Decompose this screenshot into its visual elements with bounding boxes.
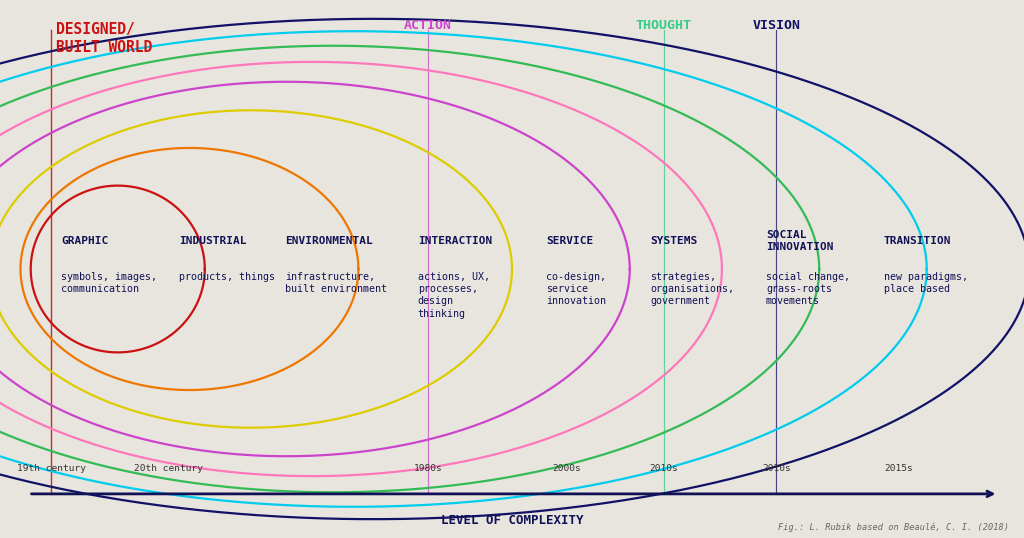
Text: 19th century: 19th century: [16, 464, 86, 473]
Text: co-design,
service
innovation: co-design, service innovation: [546, 272, 606, 307]
Text: TRANSITION: TRANSITION: [884, 236, 951, 246]
Text: INTERACTION: INTERACTION: [418, 236, 493, 246]
Text: THOUGHT: THOUGHT: [636, 19, 691, 32]
Text: 2010s: 2010s: [762, 464, 791, 473]
Text: SOCIAL
INNOVATION: SOCIAL INNOVATION: [766, 230, 834, 252]
Text: VISION: VISION: [753, 19, 800, 32]
Text: GRAPHIC: GRAPHIC: [61, 236, 109, 246]
Text: DESIGNED/
BUILT WORLD: DESIGNED/ BUILT WORLD: [56, 22, 153, 55]
Text: infrastructure,
built environment: infrastructure, built environment: [285, 272, 387, 294]
Text: 2015s: 2015s: [885, 464, 913, 473]
Text: SERVICE: SERVICE: [546, 236, 593, 246]
Text: 2010s: 2010s: [649, 464, 678, 473]
Text: new paradigms,
place based: new paradigms, place based: [884, 272, 968, 294]
Text: 20th century: 20th century: [134, 464, 204, 473]
Text: INDUSTRIAL: INDUSTRIAL: [179, 236, 247, 246]
Text: symbols, images,
communication: symbols, images, communication: [61, 272, 158, 294]
Text: Fig.: L. Rubik based on Beaulé, C. I. (2018): Fig.: L. Rubik based on Beaulé, C. I. (2…: [777, 522, 1009, 532]
Text: 1980s: 1980s: [414, 464, 442, 473]
Text: ACTION: ACTION: [404, 19, 452, 32]
Text: actions, UX,
processes,
design
thinking: actions, UX, processes, design thinking: [418, 272, 489, 319]
Text: SYSTEMS: SYSTEMS: [650, 236, 697, 246]
Text: social change,
grass-roots
movements: social change, grass-roots movements: [766, 272, 850, 307]
Text: LEVEL OF COMPLEXITY: LEVEL OF COMPLEXITY: [440, 514, 584, 527]
Text: ENVIRONMENTAL: ENVIRONMENTAL: [285, 236, 373, 246]
Text: products, things: products, things: [179, 272, 275, 282]
Text: strategies,
organisations,
government: strategies, organisations, government: [650, 272, 734, 307]
Text: 2000s: 2000s: [552, 464, 581, 473]
